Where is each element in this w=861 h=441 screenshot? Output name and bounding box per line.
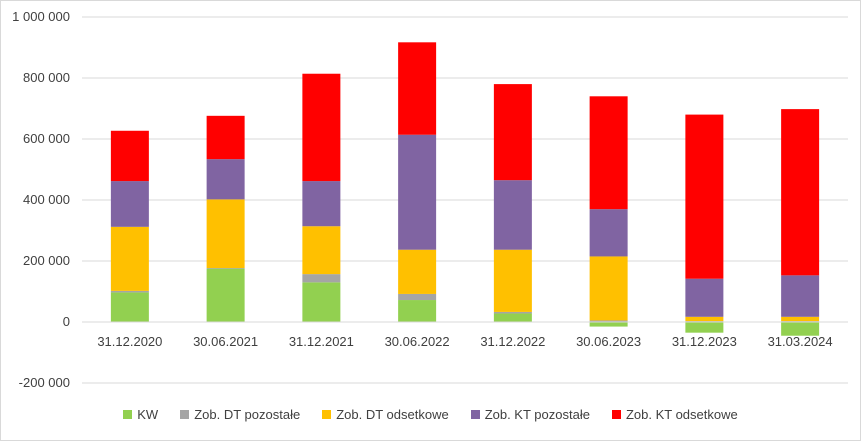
bar-segment bbox=[493, 84, 532, 181]
y-tick-label: 800 000 bbox=[23, 70, 70, 85]
bar-segment bbox=[110, 292, 149, 322]
legend-item: KW bbox=[123, 407, 158, 422]
legend-swatch bbox=[322, 409, 332, 419]
legend-item: Zob. DT odsetkowe bbox=[322, 406, 449, 422]
y-tick-label: 400 000 bbox=[23, 192, 70, 207]
x-tick-label: 31.12.2022 bbox=[480, 334, 545, 349]
y-tick-label: 0 bbox=[63, 314, 70, 329]
bar-segment bbox=[206, 268, 245, 322]
bar-segment bbox=[398, 300, 437, 322]
legend-swatch bbox=[611, 409, 621, 419]
bar-segment bbox=[206, 199, 245, 269]
bar-segment bbox=[589, 320, 628, 322]
bar-segment bbox=[685, 322, 724, 333]
bar-segment bbox=[589, 96, 628, 210]
legend-label: Zob. DT pozostałe bbox=[194, 406, 301, 422]
y-tick-label: 1 000 000 bbox=[12, 9, 70, 24]
bar-segment bbox=[685, 316, 724, 322]
x-tick-label: 31.12.2021 bbox=[289, 334, 354, 349]
bar-segment bbox=[302, 274, 341, 283]
x-tick-label: 30.06.2021 bbox=[193, 334, 258, 349]
bar-segment bbox=[206, 159, 245, 200]
x-tick-label: 30.06.2023 bbox=[576, 334, 641, 349]
bar-segment bbox=[302, 282, 341, 322]
bar-segment bbox=[302, 226, 341, 275]
legend-item: Zob. KT odsetkowe bbox=[611, 406, 738, 422]
bar-segment bbox=[302, 73, 341, 182]
bar-segment bbox=[781, 316, 820, 322]
bar-segment bbox=[206, 115, 245, 160]
bar-segment bbox=[685, 278, 724, 317]
bar-segment bbox=[398, 249, 437, 294]
x-tick-label: 31.12.2020 bbox=[97, 334, 162, 349]
bar-segment bbox=[589, 209, 628, 257]
bar-segment bbox=[110, 130, 149, 182]
bar-segment bbox=[781, 322, 820, 336]
legend-label: Zob. DT odsetkowe bbox=[336, 406, 449, 422]
bar-segment bbox=[206, 268, 245, 269]
legend-item: Zob. DT pozostałe bbox=[180, 407, 300, 422]
y-tick-label: -200 000 bbox=[19, 375, 70, 390]
y-tick-label: 200 000 bbox=[23, 253, 70, 268]
bar-segment bbox=[398, 42, 437, 135]
y-tick-label: 600 000 bbox=[23, 131, 70, 146]
bar-segment bbox=[781, 275, 820, 317]
bar-segment bbox=[110, 181, 149, 227]
bar-segment bbox=[493, 311, 532, 314]
legend-swatch bbox=[123, 409, 133, 419]
bar-segment bbox=[493, 313, 532, 322]
bar-segment bbox=[110, 226, 149, 291]
legend-swatch bbox=[180, 409, 190, 419]
bar-segment bbox=[398, 293, 437, 301]
bar-segment bbox=[302, 181, 341, 227]
legend: KW Zob. DT pozostałe Zob. DT odsetkowe Zob.… bbox=[0, 404, 861, 424]
bar-segment bbox=[493, 180, 532, 250]
bar-segment bbox=[781, 109, 820, 276]
bar-segment bbox=[589, 322, 628, 327]
x-tick-label: 30.06.2022 bbox=[385, 334, 450, 349]
legend-item: Zob. KT pozostałe bbox=[470, 406, 590, 422]
bar-segment bbox=[398, 134, 437, 250]
legend-label: Zob. KT odsetkowe bbox=[625, 406, 738, 422]
bar-segment bbox=[110, 290, 149, 293]
legend-label: Zob. KT pozostałe bbox=[484, 406, 590, 422]
legend-label: KW bbox=[137, 406, 159, 422]
x-tick-label: 31.12.2023 bbox=[672, 334, 737, 349]
bar-segment bbox=[685, 114, 724, 279]
bar-segment bbox=[589, 256, 628, 321]
legend-swatch bbox=[470, 409, 480, 419]
x-tick-label: 31.03.2024 bbox=[768, 334, 833, 349]
bar-segment bbox=[493, 249, 532, 312]
